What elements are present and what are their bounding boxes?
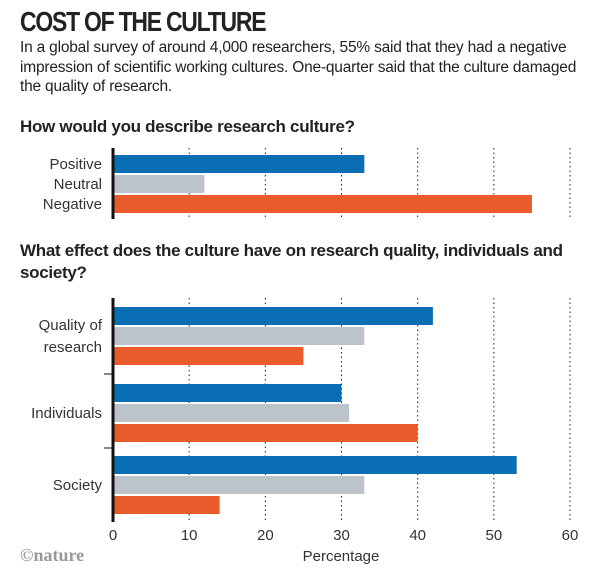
x-tick-label: 60 xyxy=(562,527,579,544)
question-2-title: What effect does the culture have on res… xyxy=(20,241,563,282)
bars-chart-1 xyxy=(113,155,532,213)
category-label: Neutral xyxy=(54,176,102,193)
category-label: Positive xyxy=(49,156,102,173)
bar-neutral xyxy=(113,175,205,193)
chart-title: COST OF THE CULTURE xyxy=(20,6,267,37)
x-tick-label: 10 xyxy=(181,527,198,544)
x-tick-label: 40 xyxy=(409,527,426,544)
bar-neutral xyxy=(113,327,365,345)
nature-logo: ©nature xyxy=(20,545,84,565)
bar-positive xyxy=(113,307,433,325)
bar-negative xyxy=(113,496,220,514)
bar-positive xyxy=(113,155,365,173)
bar-neutral xyxy=(113,476,365,494)
category-labels-chart-2: Quality of research Individuals Society xyxy=(31,317,103,494)
x-axis-label: Percentage xyxy=(303,548,380,565)
category-labels-chart-1: Positive Neutral Negative xyxy=(43,156,102,213)
category-label: Quality of xyxy=(39,317,103,334)
category-label: Negative xyxy=(43,196,102,213)
x-tick-labels: 0 10 20 30 40 50 60 xyxy=(109,527,579,544)
x-tick-label: 30 xyxy=(333,527,350,544)
category-label: Society xyxy=(53,477,103,494)
bar-neutral xyxy=(113,404,350,422)
axes xyxy=(104,148,115,522)
bars-chart-2 xyxy=(113,307,517,514)
category-label: Individuals xyxy=(31,405,102,422)
bar-positive xyxy=(113,384,342,402)
question-1-title: How would you describe research culture? xyxy=(20,117,355,136)
bar-negative xyxy=(113,195,532,213)
x-tick-label: 0 xyxy=(109,527,117,544)
bar-positive xyxy=(113,456,517,474)
bar-negative xyxy=(113,424,418,442)
chart-subtitle: In a global survey of around 4,000 resea… xyxy=(20,39,577,95)
category-label: research xyxy=(44,339,102,356)
bar-negative xyxy=(113,347,304,365)
x-tick-label: 50 xyxy=(485,527,502,544)
x-tick-label: 20 xyxy=(257,527,274,544)
